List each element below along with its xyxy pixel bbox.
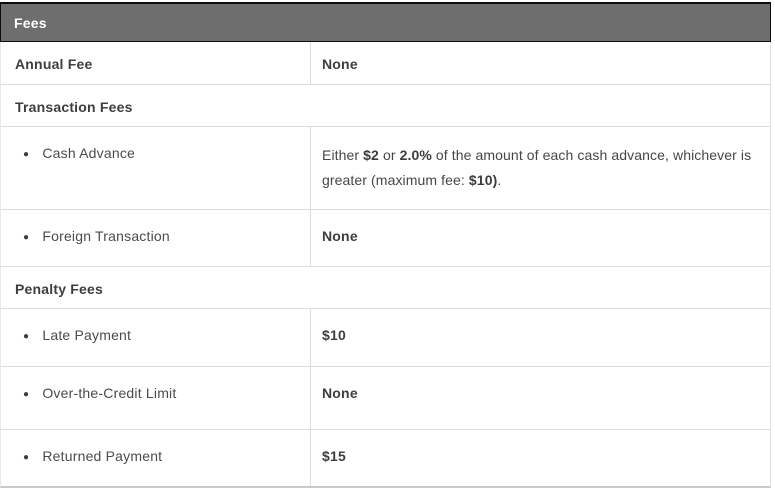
fee-label: Cash Advance bbox=[42, 145, 136, 161]
fee-label-wrap: ● Foreign Transaction bbox=[1, 210, 311, 266]
value-text: of the amount of each cash advance, whic… bbox=[322, 147, 752, 188]
section-label: Transaction Fees bbox=[15, 99, 133, 115]
bullet-icon: ● bbox=[23, 331, 30, 342]
table-row-foreign-transaction: ● Foreign Transaction None bbox=[1, 210, 770, 267]
fee-label: Over-the-Credit Limit bbox=[42, 385, 177, 401]
table-header: Fees bbox=[0, 2, 771, 42]
value-text: . bbox=[497, 172, 502, 188]
bullet-icon: ● bbox=[23, 149, 30, 160]
fee-label-wrap: ● Over-the-Credit Limit bbox=[1, 367, 311, 429]
fee-label-wrap: ● Returned Payment bbox=[1, 430, 311, 486]
fee-value: None bbox=[322, 385, 358, 401]
table-row-late-payment: ● Late Payment $10 bbox=[1, 309, 770, 367]
fee-label: Returned Payment bbox=[42, 448, 163, 464]
fee-value: Either $2 or 2.0% of the amount of each … bbox=[311, 127, 770, 209]
fee-label-wrap: ● Cash Advance bbox=[1, 127, 311, 209]
table-title: Fees bbox=[14, 14, 47, 31]
bullet-icon: ● bbox=[23, 389, 30, 400]
table-row-over-the-credit-limit: ● Over-the-Credit Limit None bbox=[1, 367, 770, 430]
table-body: Annual Fee None Transaction Fees ● Cash … bbox=[0, 42, 771, 488]
table-section-penalty-fees: Penalty Fees bbox=[1, 267, 770, 309]
value-bold-text: $10) bbox=[468, 172, 498, 188]
table-row-cash-advance: ● Cash Advance Either $2 or 2.0% of the … bbox=[1, 127, 770, 210]
table-row-returned-payment: ● Returned Payment $15 bbox=[1, 430, 770, 486]
section-label: Penalty Fees bbox=[15, 281, 103, 297]
value-text: or bbox=[378, 147, 400, 163]
bullet-icon: ● bbox=[23, 232, 30, 243]
value-bold-text: $2 bbox=[363, 147, 379, 163]
bullet-icon: ● bbox=[23, 452, 30, 463]
fee-label: Late Payment bbox=[42, 327, 132, 343]
fee-label: Annual Fee bbox=[1, 42, 311, 84]
fee-value: None bbox=[322, 228, 358, 244]
fee-value: $10 bbox=[322, 327, 346, 343]
fee-label: Foreign Transaction bbox=[42, 228, 170, 244]
table-section-transaction-fees: Transaction Fees bbox=[1, 85, 770, 127]
fee-value: $15 bbox=[322, 448, 346, 464]
fee-value: None bbox=[322, 56, 358, 72]
fee-label-wrap: ● Late Payment bbox=[1, 309, 311, 366]
value-text: Either bbox=[322, 147, 364, 163]
table-row-annual-fee: Annual Fee None bbox=[1, 42, 770, 85]
value-bold-text: 2.0% bbox=[399, 147, 432, 163]
